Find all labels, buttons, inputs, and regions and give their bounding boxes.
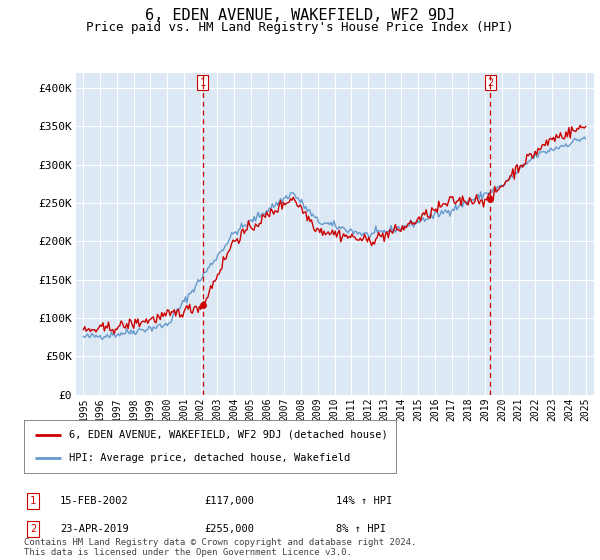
Text: 14% ↑ HPI: 14% ↑ HPI [336,496,392,506]
Text: £255,000: £255,000 [204,524,254,534]
Text: 8% ↑ HPI: 8% ↑ HPI [336,524,386,534]
Text: Price paid vs. HM Land Registry's House Price Index (HPI): Price paid vs. HM Land Registry's House … [86,21,514,34]
Text: 6, EDEN AVENUE, WAKEFIELD, WF2 9DJ: 6, EDEN AVENUE, WAKEFIELD, WF2 9DJ [145,8,455,24]
Text: 2: 2 [487,78,493,87]
Text: £117,000: £117,000 [204,496,254,506]
Text: 2: 2 [30,524,36,534]
Text: HPI: Average price, detached house, Wakefield: HPI: Average price, detached house, Wake… [68,453,350,463]
Text: 6, EDEN AVENUE, WAKEFIELD, WF2 9DJ (detached house): 6, EDEN AVENUE, WAKEFIELD, WF2 9DJ (deta… [68,430,388,440]
Text: 1: 1 [199,78,206,87]
Text: 15-FEB-2002: 15-FEB-2002 [60,496,129,506]
Text: Contains HM Land Registry data © Crown copyright and database right 2024.
This d: Contains HM Land Registry data © Crown c… [24,538,416,557]
Text: 23-APR-2019: 23-APR-2019 [60,524,129,534]
Text: 1: 1 [30,496,36,506]
